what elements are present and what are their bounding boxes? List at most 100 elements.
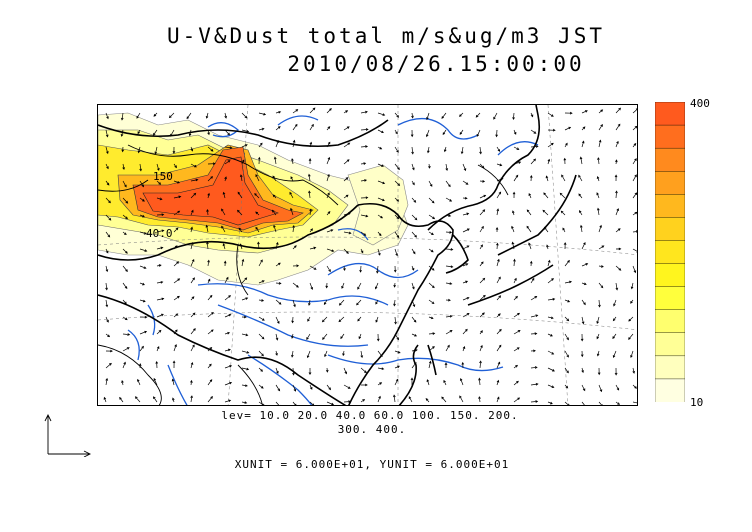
wind-vector bbox=[597, 157, 600, 165]
wind-vector bbox=[581, 384, 586, 392]
wind-vector bbox=[138, 363, 142, 369]
wind-vector bbox=[258, 333, 265, 340]
wind-vector bbox=[292, 282, 299, 288]
wind-vector bbox=[105, 248, 109, 254]
wind-vector bbox=[530, 382, 539, 386]
wind-vector bbox=[308, 368, 312, 375]
wind-vector bbox=[632, 211, 637, 216]
wind-vector bbox=[632, 108, 637, 114]
wind-vector bbox=[241, 315, 247, 319]
wind-vector bbox=[173, 163, 177, 169]
wind-vector bbox=[632, 401, 637, 404]
wind-vector bbox=[205, 224, 209, 233]
wind-vector bbox=[564, 350, 569, 358]
wind-vector bbox=[359, 265, 362, 273]
wind-vector bbox=[241, 297, 249, 301]
wind-vector bbox=[120, 112, 124, 121]
wind-vector bbox=[445, 282, 453, 285]
wind-vector bbox=[139, 163, 143, 172]
wind-vector bbox=[394, 316, 397, 325]
wind-vector bbox=[326, 248, 335, 252]
wind-vector bbox=[393, 299, 396, 307]
wind-vector bbox=[596, 176, 600, 182]
wind-vector bbox=[632, 192, 637, 199]
wind-vector bbox=[139, 299, 146, 303]
wind-vector bbox=[377, 367, 385, 371]
wind-vector bbox=[513, 258, 516, 267]
wind-vector bbox=[428, 332, 436, 335]
wind-vector bbox=[411, 348, 418, 352]
wind-vector bbox=[528, 242, 532, 250]
wind-vector bbox=[614, 367, 618, 376]
wind-vector bbox=[612, 350, 617, 358]
wind-vector bbox=[615, 247, 622, 251]
wind-vector bbox=[479, 344, 483, 352]
wind-vector bbox=[377, 146, 383, 150]
wind-vector bbox=[493, 112, 498, 120]
wind-vector bbox=[207, 259, 210, 267]
wind-vector bbox=[564, 280, 573, 284]
wind-vector bbox=[241, 144, 248, 148]
wind-vector bbox=[122, 361, 126, 369]
wind-vector bbox=[326, 108, 332, 114]
wind-vector bbox=[411, 163, 415, 171]
reference-vector-axes bbox=[44, 413, 92, 457]
wind-vector bbox=[343, 400, 352, 403]
wind-vector bbox=[428, 316, 434, 320]
wind-vector bbox=[119, 396, 124, 403]
wind-vector bbox=[377, 248, 381, 256]
wind-vector bbox=[630, 299, 634, 304]
wind-vector bbox=[190, 277, 195, 284]
wind-vector bbox=[581, 316, 585, 325]
colorbar-max-label: 400 bbox=[690, 97, 710, 110]
wind-vector bbox=[289, 191, 294, 199]
wind-vector bbox=[105, 231, 111, 238]
wind-vector bbox=[292, 367, 295, 376]
wind-vector bbox=[173, 227, 179, 233]
wind-vector bbox=[241, 277, 248, 284]
wind-vector bbox=[443, 379, 447, 386]
wind-vector bbox=[168, 112, 175, 119]
wind-vector bbox=[275, 316, 280, 324]
wind-vector bbox=[291, 316, 294, 324]
wind-vector bbox=[241, 129, 250, 133]
wind-vector bbox=[443, 146, 447, 153]
wind-vector bbox=[275, 333, 279, 341]
wind-vector bbox=[105, 197, 111, 204]
wind-vector bbox=[475, 112, 481, 118]
wind-vector bbox=[460, 146, 464, 155]
wind-vector bbox=[275, 262, 281, 267]
wind-vector bbox=[479, 225, 484, 233]
wind-vector bbox=[186, 112, 192, 120]
wind-vector bbox=[239, 243, 243, 250]
wind-vector bbox=[105, 265, 109, 273]
wind-vector bbox=[173, 195, 182, 199]
wind-vector bbox=[122, 231, 127, 236]
wind-vector bbox=[426, 112, 430, 121]
wind-vector bbox=[632, 384, 637, 389]
wind-vector bbox=[292, 384, 297, 392]
wind-vector bbox=[241, 159, 245, 165]
colorbar-swatch bbox=[654, 124, 686, 149]
wind-vector bbox=[411, 362, 417, 369]
wind-vector bbox=[342, 350, 345, 357]
wind-vector bbox=[530, 158, 536, 165]
wind-vector bbox=[171, 378, 175, 386]
wind-vector bbox=[306, 333, 311, 341]
wind-vector bbox=[462, 346, 466, 352]
wind-vector bbox=[445, 180, 451, 188]
wind-vector bbox=[579, 224, 583, 233]
wind-vector bbox=[529, 174, 533, 182]
wind-vector bbox=[258, 259, 263, 267]
colorbar-swatch bbox=[654, 147, 686, 172]
wind-vector bbox=[598, 282, 604, 289]
wind-vector bbox=[173, 210, 181, 216]
colorbar-swatch bbox=[654, 171, 686, 196]
wind-vector bbox=[155, 360, 159, 369]
wind-vector bbox=[190, 362, 194, 369]
wind-vector bbox=[547, 367, 555, 372]
wind-vector bbox=[343, 248, 349, 254]
wind-vector bbox=[139, 345, 144, 352]
wind-vector bbox=[613, 299, 617, 307]
wind-vector bbox=[479, 209, 486, 216]
